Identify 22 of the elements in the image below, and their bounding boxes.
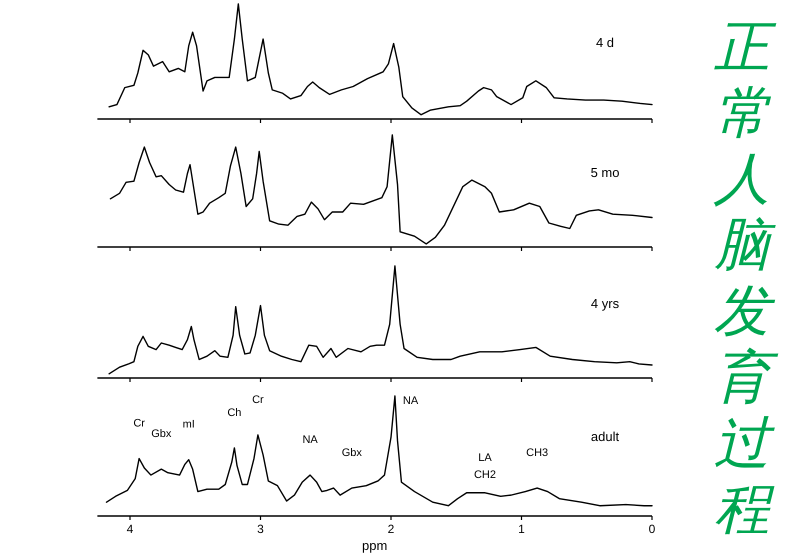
annotation: Gbx <box>342 447 362 460</box>
x-tick-label: 2 <box>388 522 395 536</box>
x-tick-label: 1 <box>518 522 526 536</box>
annotation: NA <box>302 434 318 446</box>
annotation: Ch <box>227 406 242 419</box>
text: adult <box>590 428 620 444</box>
annotation: Cr <box>252 394 264 406</box>
annotation: Cr <box>133 418 146 430</box>
text: 5 mo <box>590 164 620 180</box>
text: 4 d <box>596 34 614 50</box>
text: 正常人脑发育过程 <box>713 15 779 542</box>
x-axis-title: ppm <box>362 538 388 553</box>
x-tick-label: 0 <box>648 522 656 536</box>
annotation: NA <box>402 395 419 407</box>
annotation: CH2 <box>474 468 496 481</box>
x-tick-label: 3 <box>257 522 264 536</box>
annotation: CH3 <box>526 447 548 460</box>
annotation: mI <box>182 418 195 431</box>
text: 4 yrs <box>590 296 620 311</box>
x-tick-label: 4 <box>126 522 134 536</box>
annotation: Gbx <box>151 428 172 440</box>
annotation: LA <box>478 452 492 464</box>
